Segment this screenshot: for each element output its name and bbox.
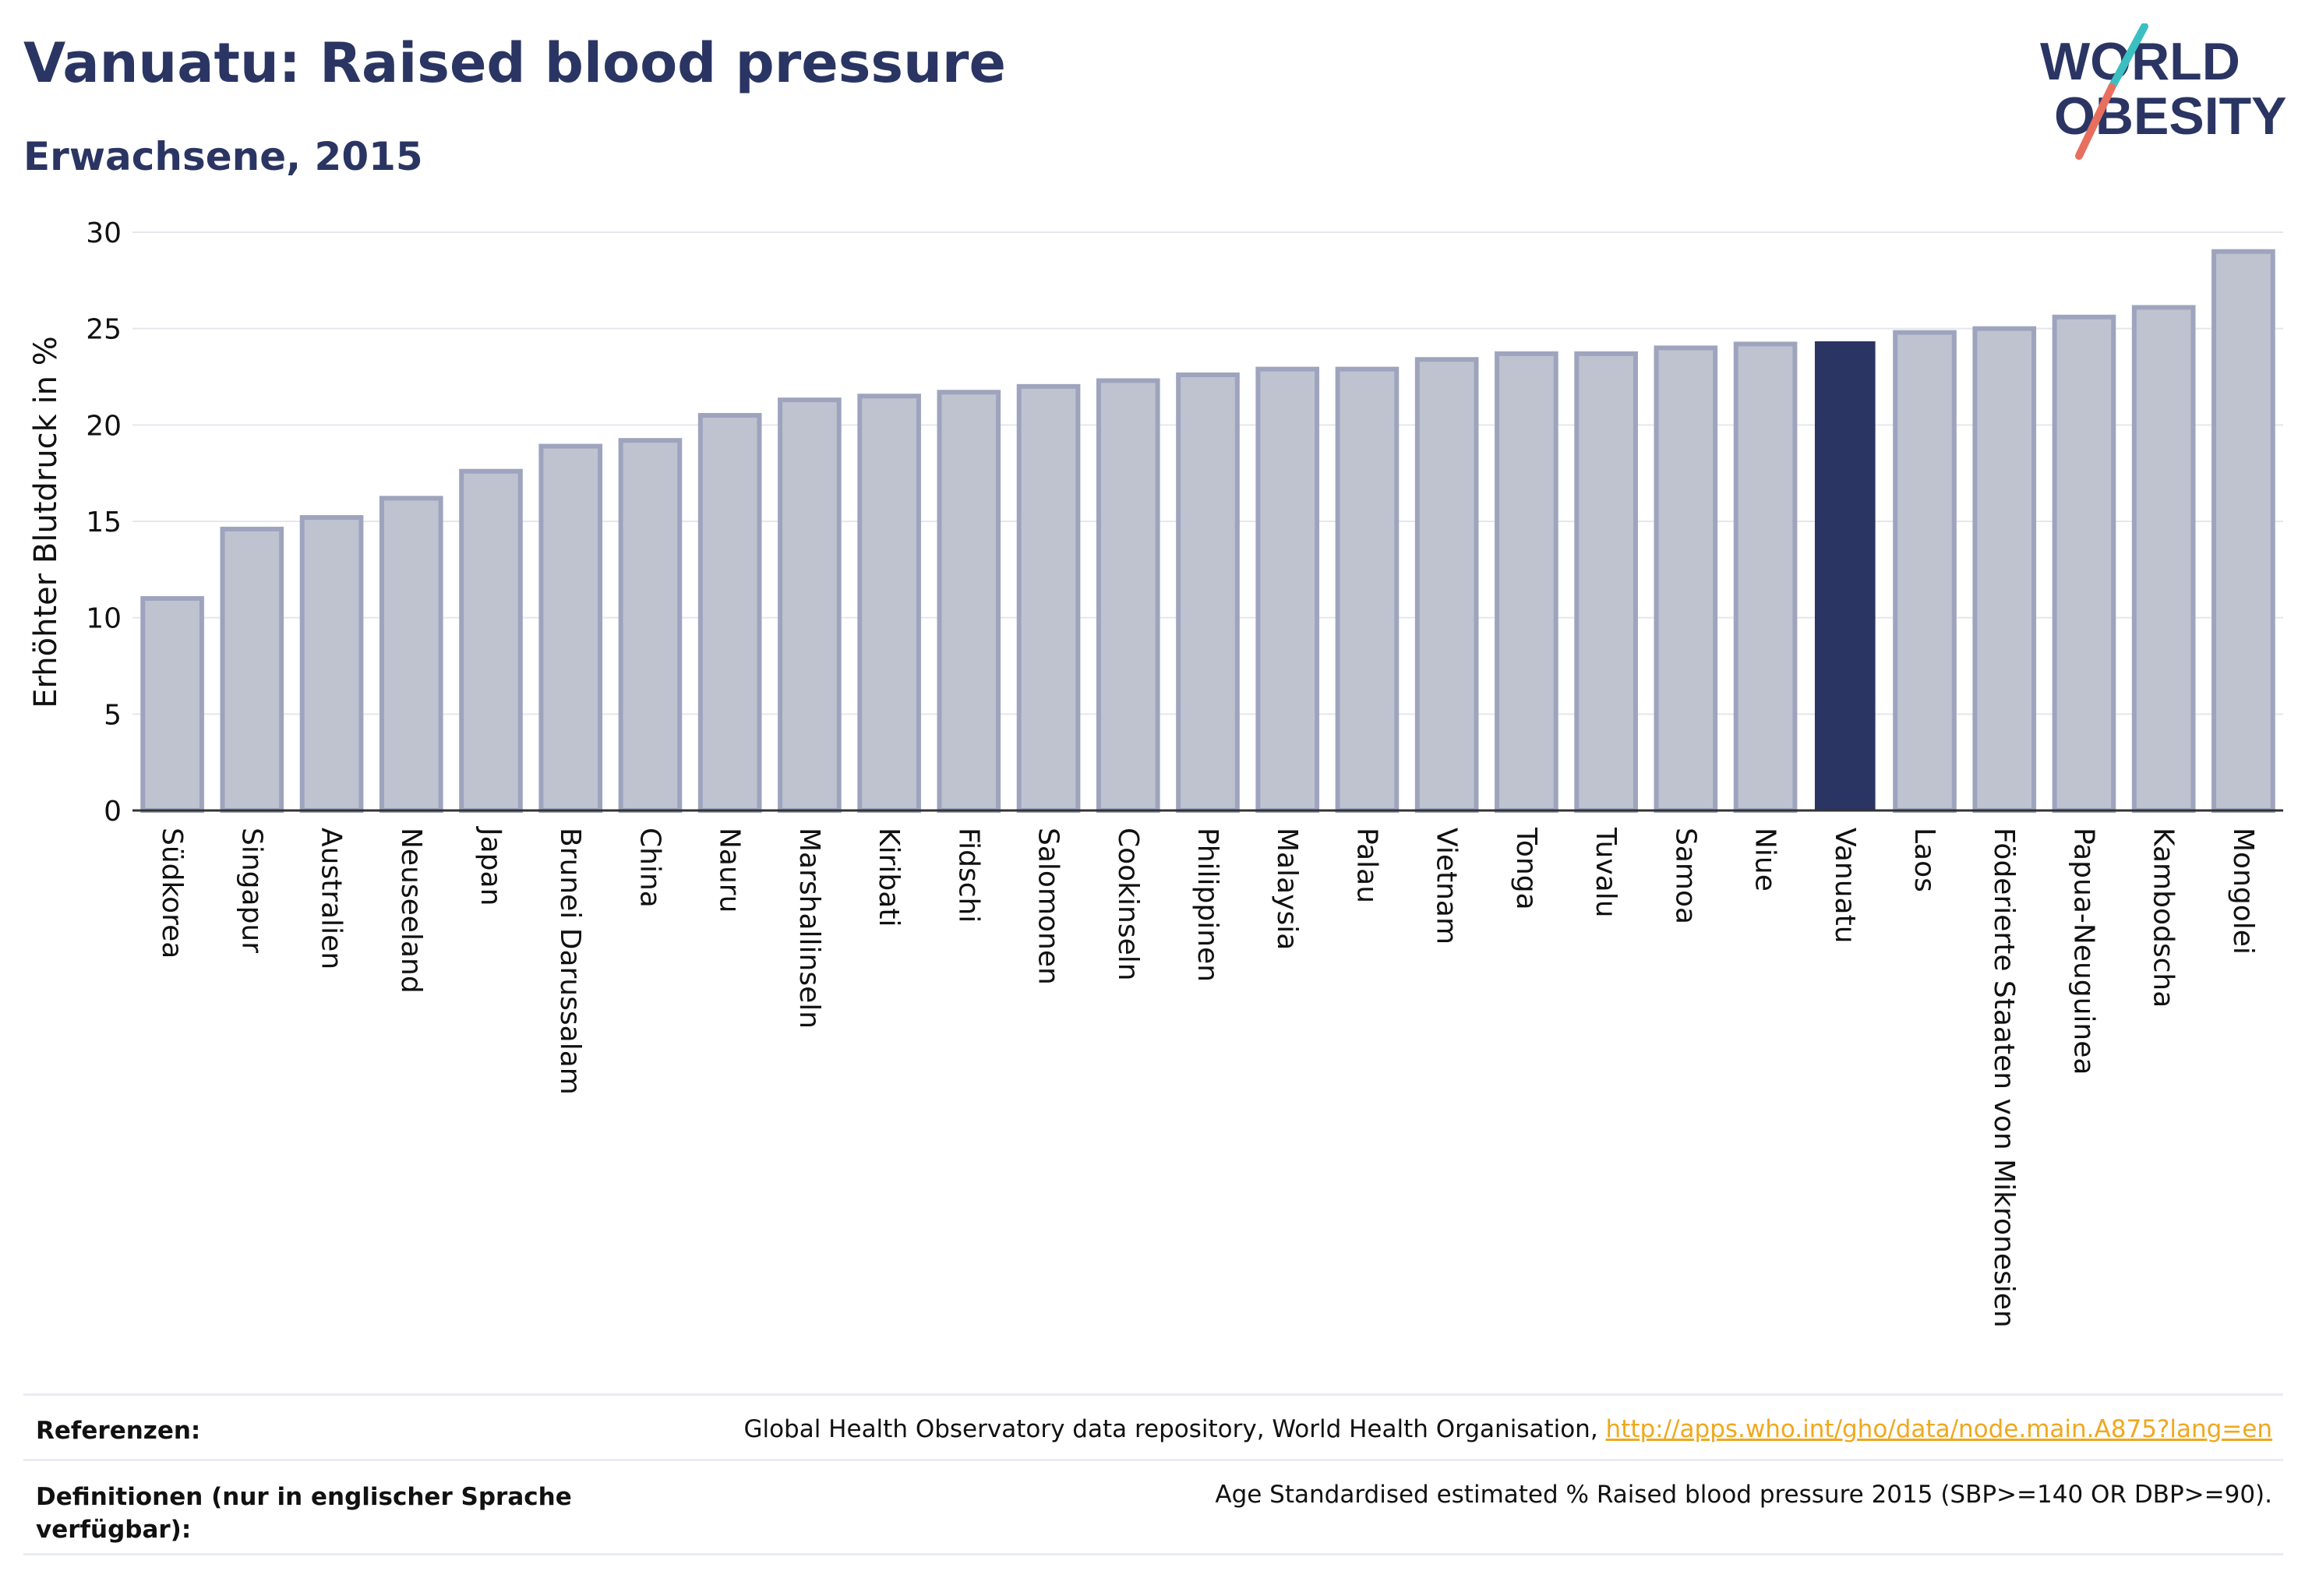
bar-marshallinseln[interactable] <box>778 397 842 813</box>
bars <box>140 249 2275 814</box>
x-tick-label: Mongolei <box>2227 828 2259 955</box>
definitions-label: Definitionen (nur in englischer Sprache … <box>36 1481 572 1546</box>
definitions-value: Age Standardised estimated % Raised bloo… <box>1215 1481 2272 1509</box>
x-tick-label: Tonga <box>1510 827 1542 910</box>
definitions-label-line2: verfügbar): <box>36 1516 192 1544</box>
x-tick-label: Vietnam <box>1431 828 1463 945</box>
bar-tonga[interactable] <box>1495 351 1558 813</box>
x-tick-label: Salomonen <box>1032 828 1064 985</box>
bar-philippinen[interactable] <box>1176 373 1240 813</box>
y-axis-label: Erhöhter Blutdruck in % <box>28 336 64 708</box>
x-tick-label: Nauru <box>714 828 746 913</box>
x-tick-label: Singapur <box>235 828 267 953</box>
bar-papua-neuguinea[interactable] <box>2052 314 2116 813</box>
logo-slash-coral <box>2075 83 2116 160</box>
bar-australien[interactable] <box>299 515 364 813</box>
bar-laos[interactable] <box>1893 330 1957 813</box>
footer-divider-top <box>23 1393 2283 1396</box>
y-tick-label: 15 <box>86 507 122 538</box>
bar-mongolei[interactable] <box>2211 249 2275 813</box>
bar-fidschi[interactable] <box>937 390 1001 813</box>
x-tick-label: Föderierte Staaten von Mikronesien <box>1988 828 2020 1328</box>
x-tick-label: Malaysia <box>1271 828 1303 950</box>
x-tick-label: Papua-Neuguinea <box>2067 828 2099 1075</box>
x-tick-label: Südkorea <box>156 828 188 959</box>
x-tick-label: Fidschi <box>952 828 984 923</box>
chart-subtitle: Erwachsene, 2015 <box>23 134 423 179</box>
x-tick-label: Philippinen <box>1191 828 1223 982</box>
x-tick-label: Vanuatu <box>1829 828 1861 944</box>
bar-neuseeland[interactable] <box>379 496 443 813</box>
x-tick-label: Australien <box>316 828 348 969</box>
bar-palau[interactable] <box>1335 366 1400 813</box>
bar-vietnam[interactable] <box>1414 357 1479 813</box>
bar-südkorea[interactable] <box>140 595 204 814</box>
bar-kiribati[interactable] <box>857 394 921 813</box>
bar-tuvalu[interactable] <box>1574 351 1638 813</box>
bar-brunei-darussalam[interactable] <box>538 443 603 813</box>
bar-vanuatu[interactable] <box>1814 341 1876 812</box>
bar-japan[interactable] <box>459 468 523 814</box>
y-tick-label: 25 <box>86 314 122 346</box>
x-tick-label: Marshallinseln <box>793 828 825 1029</box>
bar-kambodscha[interactable] <box>2131 305 2196 813</box>
y-tick-label: 30 <box>86 217 122 249</box>
logo-slash-teal <box>2108 23 2148 91</box>
x-tick-label: Japan <box>475 826 507 906</box>
x-tick-label: Neuseeland <box>395 828 427 994</box>
x-tick-label: Kiribati <box>873 828 905 927</box>
axes: 0 5 10 15 20 25 30 Südkorea Singapur Australien Ne… <box>86 217 2283 1328</box>
x-tick-label: Kambodscha <box>2148 828 2180 1008</box>
bar-nauru[interactable] <box>697 412 762 813</box>
x-tick-label: Samoa <box>1669 828 1701 924</box>
footer-divider-bottom <box>23 1553 2283 1555</box>
chart-title: Vanuatu: Raised blood pressure <box>23 31 1006 95</box>
bar-china[interactable] <box>618 438 683 813</box>
x-tick-label: Palau <box>1350 828 1382 903</box>
x-tick-label: China <box>634 828 665 908</box>
bar-malaysia[interactable] <box>1255 366 1320 813</box>
y-tick-label: 20 <box>86 410 122 442</box>
world-obesity-logo: WORLD OBESITY <box>2040 23 2287 160</box>
bar-niue[interactable] <box>1733 341 1798 814</box>
x-tick-label: Brunei Darussalam <box>554 828 586 1095</box>
bar-samoa[interactable] <box>1654 345 1718 813</box>
x-tick-label: Tuvalu <box>1590 827 1622 918</box>
bar-föderierte-staaten-von-mikronesien[interactable] <box>1972 326 2037 813</box>
definitions-label-line1: Definitionen (nur in englischer Sprache <box>36 1483 572 1511</box>
references-value: Global Health Observatory data repositor… <box>743 1415 2272 1443</box>
y-tick-label: 5 <box>104 699 122 731</box>
bar-singapur[interactable] <box>220 526 284 813</box>
references-label: Referenzen: <box>36 1417 201 1445</box>
x-tick-label: Laos <box>1908 828 1940 892</box>
bar-salomonen[interactable] <box>1016 383 1081 814</box>
x-tick-label: Cookinseln <box>1112 828 1144 981</box>
y-tick-label: 0 <box>104 796 122 828</box>
x-tick-label: Niue <box>1749 828 1781 892</box>
y-tick-label: 10 <box>86 603 122 635</box>
bar-cookinseln[interactable] <box>1096 378 1160 813</box>
footer-divider-middle <box>23 1459 2283 1461</box>
references-text: Global Health Observatory data repositor… <box>743 1415 1606 1443</box>
bar-chart: 0 5 10 15 20 25 30 Südkorea Singapur Australien Ne… <box>28 217 2283 1328</box>
references-link[interactable]: http://apps.who.int/gho/data/node.main.A… <box>1605 1415 2272 1443</box>
